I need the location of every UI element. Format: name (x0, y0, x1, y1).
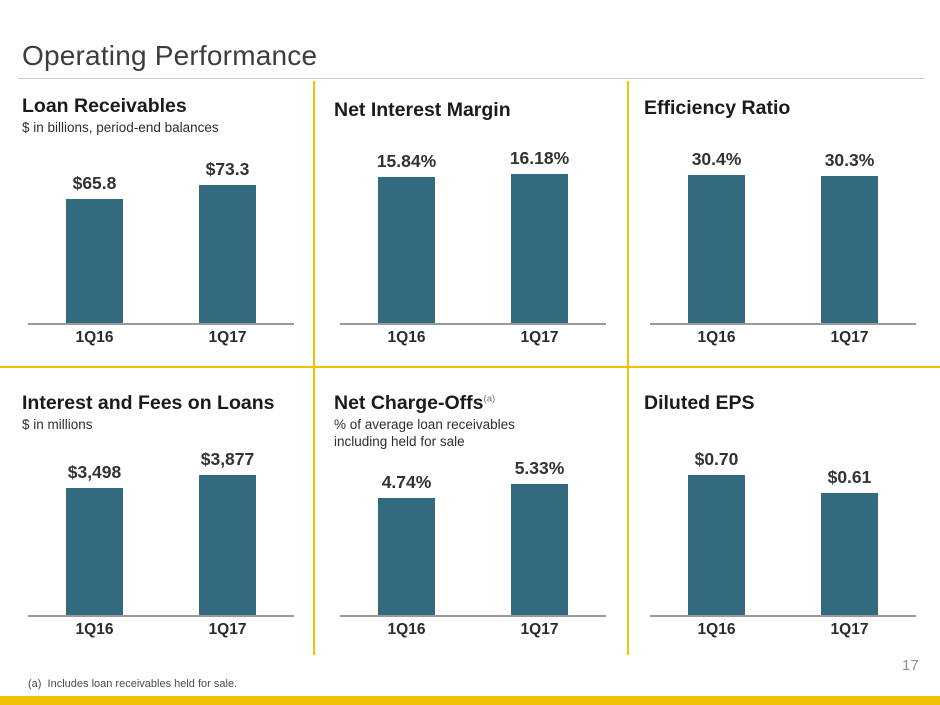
plot-area: $65.8 $73.3 1Q16 1Q17 (20, 155, 302, 353)
bar-plot: 15.84% 16.18% (340, 148, 606, 325)
bar-plot: 30.4% 30.3% (650, 149, 916, 325)
x-axis-labels: 1Q16 1Q17 (28, 325, 294, 353)
chart-net-interest-margin: Net Interest Margin 15.84% 16.18% 1Q16 1Q1… (332, 99, 614, 353)
chart-title-text: Net Charge-Offs (334, 392, 484, 414)
x-axis-label: 1Q17 (830, 329, 869, 346)
horizontal-divider (0, 366, 940, 368)
value-label: 4.74% (381, 472, 432, 492)
page-number: 17 (902, 657, 919, 674)
value-label: $65.8 (72, 173, 117, 193)
chart-diluted-eps: Diluted EPS $0.70 $0.61 1Q16 1Q17 (642, 392, 924, 645)
title-underline (18, 78, 924, 79)
chart-title: Net Interest Margin (332, 99, 614, 121)
value-label: 15.84% (376, 151, 437, 171)
x-axis-label: 1Q17 (208, 329, 247, 346)
chart-title: Net Charge-Offs(a) (332, 392, 614, 414)
chart-title-text: Interest and Fees on Loans (22, 392, 275, 414)
bar-1Q17 (199, 475, 256, 615)
value-label: 16.18% (509, 148, 570, 168)
bar-plot: 4.74% 5.33% (340, 447, 606, 617)
chart-title-text: Diluted EPS (644, 392, 755, 414)
bar-1Q16 (378, 498, 435, 615)
chart-title: Diluted EPS (642, 392, 924, 414)
bar-1Q17 (511, 174, 568, 323)
bar-1Q17 (821, 176, 878, 323)
plot-area: 15.84% 16.18% 1Q16 1Q17 (332, 148, 614, 353)
x-axis-label: 1Q16 (75, 329, 114, 346)
x-axis-label: 1Q17 (208, 621, 247, 638)
plot-area: 30.4% 30.3% 1Q16 1Q17 (642, 149, 924, 353)
x-axis-label: 1Q17 (520, 329, 559, 346)
bar-1Q16 (66, 488, 123, 615)
x-axis-labels: 1Q16 1Q17 (650, 325, 916, 353)
value-label: $0.70 (694, 449, 739, 469)
chart-title-text: Loan Receivables (22, 95, 187, 117)
value-label: $3,498 (67, 462, 122, 482)
x-axis-label: 1Q17 (520, 621, 559, 638)
footnote: (a) Includes loan receivables held for s… (28, 678, 238, 690)
bar-1Q16 (688, 475, 745, 615)
bar-plot: $65.8 $73.3 (28, 155, 294, 325)
x-axis-labels: 1Q16 1Q17 (340, 617, 606, 645)
plot-area: $0.70 $0.61 1Q16 1Q17 (642, 447, 924, 645)
bottom-accent-bar (0, 696, 940, 705)
bar-1Q17 (821, 493, 878, 615)
chart-subtitle: $ in millions (22, 417, 93, 433)
bar-1Q16 (378, 177, 435, 323)
bar-1Q16 (688, 175, 745, 323)
vertical-divider-left (313, 81, 315, 655)
x-axis-labels: 1Q16 1Q17 (340, 325, 606, 353)
bar-plot: $3,498 $3,877 (28, 447, 294, 617)
plot-area: 4.74% 5.33% 1Q16 1Q17 (332, 447, 614, 645)
chart-loan-receivables: Loan Receivables $ in billions, period-e… (20, 95, 302, 353)
bar-1Q16 (66, 199, 123, 323)
x-axis-labels: 1Q16 1Q17 (650, 617, 916, 645)
chart-subtitle: % of average loan receivables including … (334, 417, 515, 450)
footnote-marker: (a) (483, 393, 496, 405)
x-axis-label: 1Q16 (697, 329, 736, 346)
chart-net-charge-offs: Net Charge-Offs(a) % of average loan rec… (332, 392, 614, 645)
chart-title-text: Efficiency Ratio (644, 97, 791, 119)
chart-subtitle: $ in billions, period-end balances (22, 120, 219, 136)
x-axis-label: 1Q16 (387, 621, 426, 638)
plot-area: $3,498 $3,877 1Q16 1Q17 (20, 447, 302, 645)
chart-title-text: Net Interest Margin (334, 99, 511, 121)
bar-plot: $0.70 $0.61 (650, 447, 916, 617)
value-label: $0.61 (827, 467, 872, 487)
x-axis-label: 1Q16 (387, 329, 426, 346)
x-axis-label: 1Q16 (75, 621, 114, 638)
chart-interest-and-fees: Interest and Fees on Loans $ in millions… (20, 392, 302, 645)
chart-title: Interest and Fees on Loans (20, 392, 302, 414)
page-title: Operating Performance (22, 40, 318, 71)
value-label: $73.3 (205, 159, 250, 179)
x-axis-label: 1Q17 (830, 621, 869, 638)
chart-title: Efficiency Ratio (642, 97, 924, 119)
x-axis-labels: 1Q16 1Q17 (28, 617, 294, 645)
x-axis-label: 1Q16 (697, 621, 736, 638)
value-label: 5.33% (514, 458, 565, 478)
chart-title: Loan Receivables (20, 95, 302, 117)
value-label: 30.3% (824, 150, 875, 170)
bar-1Q17 (199, 185, 256, 323)
chart-efficiency-ratio: Efficiency Ratio 30.4% 30.3% 1Q16 1Q17 (642, 97, 924, 353)
vertical-divider-right (627, 81, 629, 655)
value-label: $3,877 (200, 449, 255, 469)
bar-1Q17 (511, 484, 568, 615)
value-label: 30.4% (691, 149, 742, 169)
